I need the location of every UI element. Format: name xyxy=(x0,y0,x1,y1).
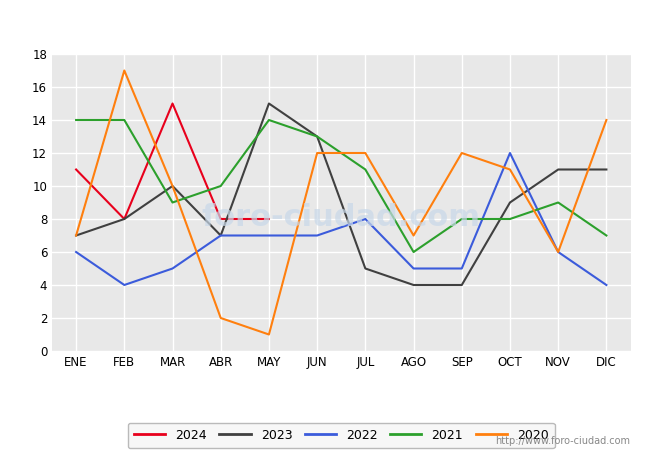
Text: http://www.foro-ciudad.com: http://www.foro-ciudad.com xyxy=(495,436,630,446)
Text: foro-ciudad.com: foro-ciudad.com xyxy=(202,203,481,232)
Text: Matriculaciones de Vehiculos en San Clemente: Matriculaciones de Vehiculos en San Clem… xyxy=(114,18,536,36)
Legend: 2024, 2023, 2022, 2021, 2020: 2024, 2023, 2022, 2021, 2020 xyxy=(128,423,554,448)
